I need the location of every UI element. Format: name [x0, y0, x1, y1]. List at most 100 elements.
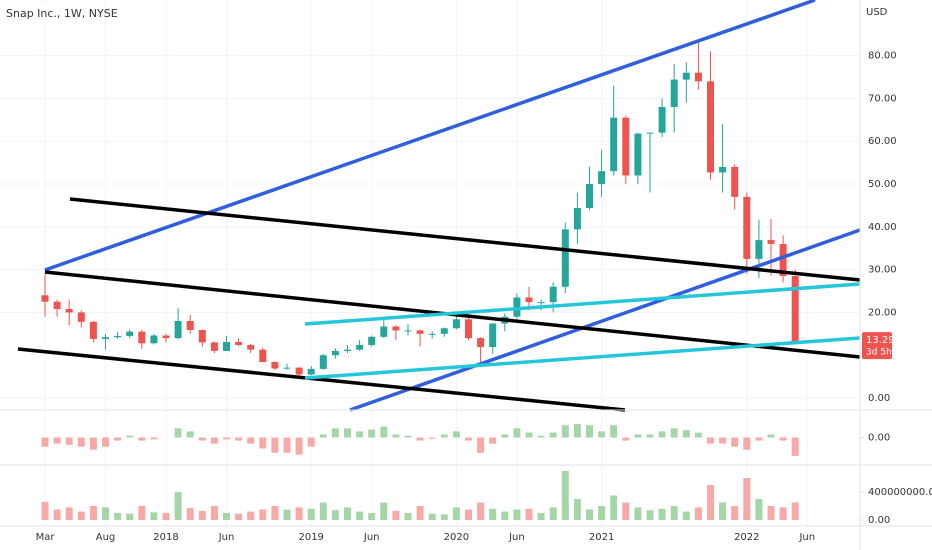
y-tick-label: 0.00 — [868, 393, 890, 404]
oscillator-bar — [719, 437, 727, 444]
candle-body — [102, 337, 109, 339]
volume-bar — [53, 509, 61, 520]
oscillator-bar — [344, 428, 351, 438]
candle-body — [707, 81, 714, 173]
oscillator-bar — [598, 431, 606, 438]
oscillator-bar — [707, 437, 714, 444]
volume-bar — [670, 505, 678, 520]
oscillator-bar — [65, 437, 73, 445]
oscillator-bar — [416, 437, 424, 441]
trend-line — [304, 282, 861, 326]
volume-bar — [755, 498, 763, 520]
oscillator-bar — [41, 437, 49, 447]
oscillator-bar — [247, 437, 255, 444]
volume-bar — [573, 498, 581, 520]
oscillator-bar — [271, 437, 279, 453]
trend-line — [304, 336, 861, 380]
candle-body — [549, 286, 557, 303]
volume-bar — [549, 507, 557, 520]
candle-body — [598, 171, 606, 185]
oscillator-bar — [537, 435, 545, 438]
volume-bar — [622, 502, 630, 520]
candle-body — [53, 301, 61, 309]
volume-bar — [791, 502, 799, 520]
oscillator-bar — [452, 431, 460, 438]
volume-bar — [779, 507, 787, 520]
volume-bar — [731, 505, 739, 520]
volume-bar — [707, 484, 714, 520]
volume-bar — [719, 502, 727, 520]
y-tick-label: 0.00 — [868, 433, 890, 444]
candle-body — [634, 133, 642, 176]
volume-bar — [767, 505, 775, 520]
volume-bar — [598, 505, 606, 520]
oscillator-bar — [186, 431, 194, 438]
volume-bar — [658, 508, 666, 520]
x-tick-label: Mar — [36, 532, 56, 543]
oscillator-bar — [440, 434, 448, 438]
candle-body — [138, 331, 146, 344]
trend-line — [17, 347, 626, 412]
axis: Mar Aug 2018 Jun 2019 Jun 2020 Jun 2021 2022 Jun 0.… — [36, 51, 932, 543]
x-tick-label: 2019 — [298, 532, 323, 543]
oscillator-bar — [465, 437, 472, 441]
candle-body — [489, 323, 497, 348]
oscillator-bar — [646, 434, 654, 438]
volume-bar — [586, 509, 593, 520]
oscillator-bar — [307, 437, 315, 447]
volume-bar — [319, 502, 327, 520]
oscillator-bar — [89, 437, 97, 450]
volume-bar — [41, 501, 49, 520]
candle-body — [162, 335, 170, 339]
x-tick-label: 2018 — [153, 532, 178, 543]
candle-body — [477, 338, 485, 348]
oscillator-bar — [53, 437, 61, 444]
volume-bar — [501, 511, 509, 520]
oscillator-bar — [743, 437, 751, 450]
volume-bar — [77, 511, 85, 520]
candle-body — [356, 344, 364, 350]
volume-bar — [198, 510, 206, 520]
volume-bar — [477, 502, 485, 520]
candle-body — [537, 302, 545, 304]
title-backdrop — [0, 4, 100, 24]
volume-bar — [89, 505, 97, 520]
candle-body — [622, 117, 630, 176]
oscillator-bar — [779, 437, 787, 441]
candle-body — [791, 276, 799, 342]
volume-bar — [102, 507, 109, 520]
candle-body — [755, 240, 763, 259]
candle-body — [743, 196, 751, 259]
candle-body — [416, 330, 424, 334]
y-tick-label: 30.00 — [868, 265, 897, 276]
candle-body — [368, 336, 376, 345]
trend-line — [44, 0, 816, 272]
candle-body — [440, 328, 448, 334]
oscillator-bar — [368, 429, 376, 438]
volume-bar — [295, 507, 303, 520]
volume-bar — [271, 505, 279, 520]
oscillator-bar — [198, 437, 206, 441]
oscillator-bar — [356, 431, 364, 438]
oscillator-bar — [404, 435, 412, 438]
y-tick-label: 0.00 — [868, 515, 890, 526]
volume-bar — [404, 512, 412, 520]
candle-body — [719, 166, 727, 173]
candle-body — [41, 295, 49, 302]
oscillator-bar — [114, 437, 122, 441]
candle-body — [404, 330, 412, 332]
volume-bar — [150, 512, 158, 520]
candle-body — [223, 341, 230, 351]
candle-body — [658, 106, 666, 133]
candle-body — [271, 362, 279, 369]
candle-body — [452, 319, 460, 329]
volume-bar — [210, 505, 218, 520]
x-tick-label: Jun — [508, 532, 525, 543]
candle-body — [126, 331, 134, 336]
volume-bar — [223, 512, 230, 520]
candle-body — [779, 243, 787, 277]
candle-body — [525, 297, 533, 303]
volume-bar — [283, 509, 291, 520]
